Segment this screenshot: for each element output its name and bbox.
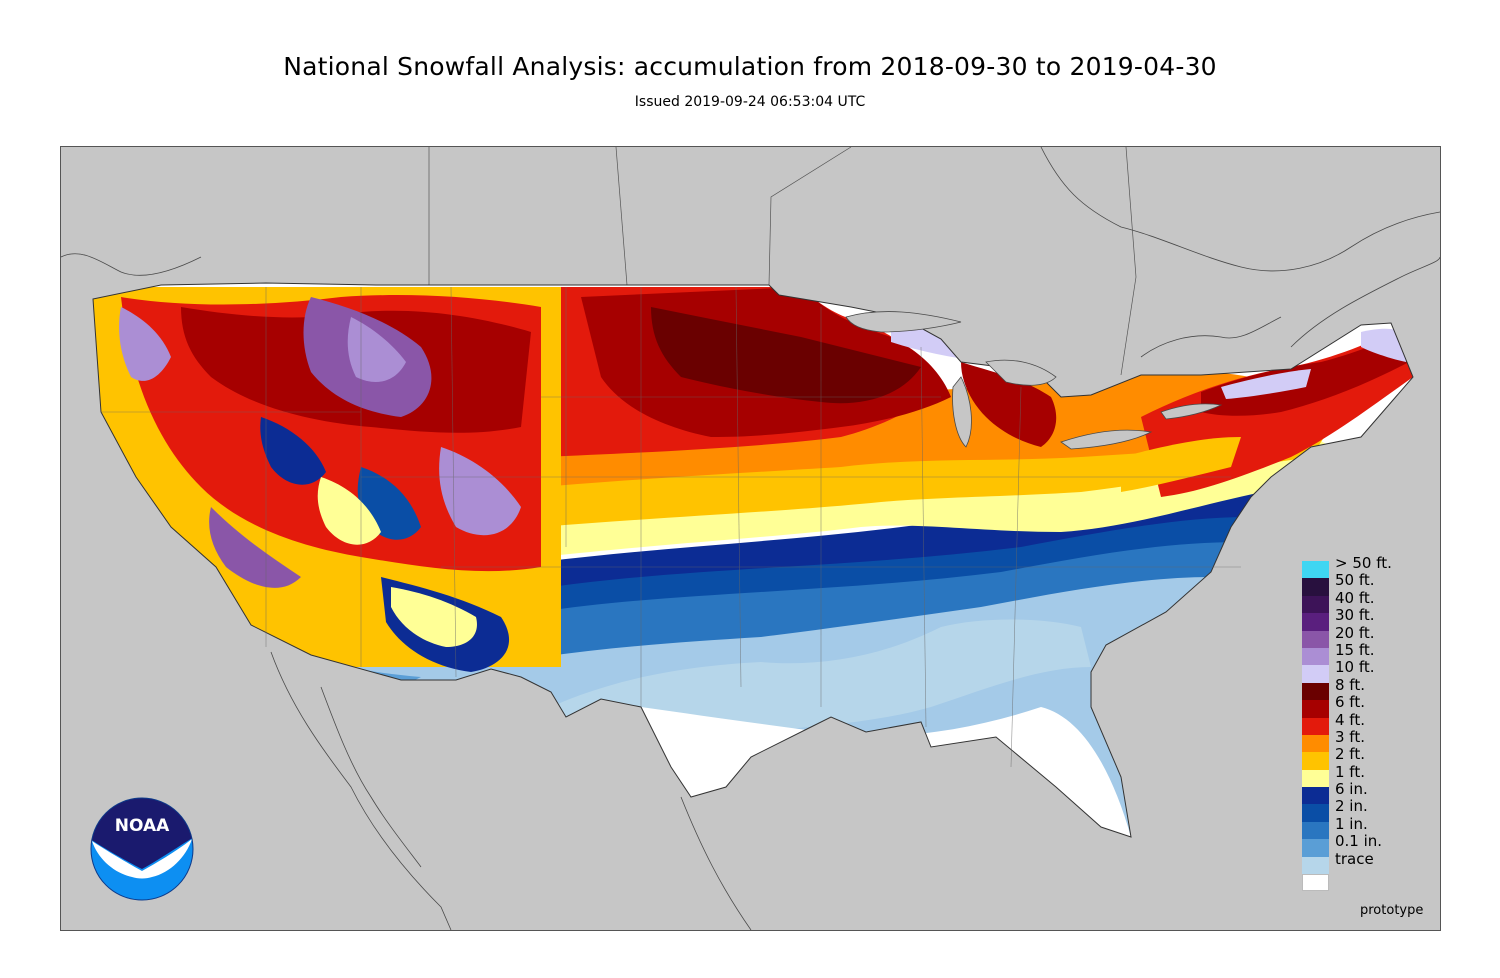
legend-label: 6 in. (1335, 780, 1368, 799)
legend-label: 1 ft. (1335, 762, 1365, 781)
legend-swatch (1302, 647, 1329, 666)
legend-swatch (1302, 595, 1329, 614)
legend-label: 20 ft. (1335, 623, 1375, 642)
noaa-logo-icon: NOAA (90, 797, 194, 905)
legend-swatch (1302, 613, 1329, 631)
map-title: National Snowfall Analysis: accumulation… (283, 52, 1217, 81)
map-canvas (61, 147, 1440, 930)
legend-label: 0.1 in. (1335, 832, 1383, 851)
coastlines (61, 147, 1440, 930)
legend-label: 6 ft. (1335, 693, 1365, 712)
legend-swatch (1302, 769, 1329, 788)
legend-swatch (1302, 734, 1329, 753)
legend-label: > 50 ft. (1335, 554, 1392, 572)
legend-label: 50 ft. (1335, 571, 1375, 590)
map-subtitle: Issued 2019-09-24 06:53:04 UTC (634, 94, 866, 110)
legend-swatch (1302, 856, 1329, 875)
legend-swatch (1302, 821, 1329, 840)
legend-label: 2 ft. (1335, 745, 1365, 764)
legend-label: 2 in. (1335, 797, 1368, 816)
legend-swatch (1302, 717, 1329, 735)
legend-swatch (1302, 804, 1329, 822)
legend-label: 15 ft. (1335, 640, 1375, 659)
legend-swatch (1302, 787, 1329, 805)
legend-swatch (1302, 665, 1329, 683)
legend-label: 30 ft. (1335, 606, 1375, 625)
legend-swatch (1302, 578, 1329, 596)
state-borders (101, 286, 1241, 768)
us-outline (92, 282, 1414, 838)
noaa-logo-text: NOAA (115, 816, 170, 836)
legend-swatch (1302, 561, 1329, 579)
prototype-label: prototype (1360, 903, 1424, 918)
legend-label: 10 ft. (1335, 658, 1375, 677)
legend-label: 4 ft. (1335, 710, 1365, 729)
legend-label: 40 ft. (1335, 588, 1375, 607)
legend-label: 8 ft. (1335, 675, 1365, 694)
great-lakes (845, 311, 1223, 450)
legend-label: 1 in. (1335, 814, 1368, 833)
country-borders (428, 147, 1137, 376)
legend-label: trace (1335, 849, 1374, 868)
us-snowfall-field (93, 283, 1413, 837)
legend-swatch (1302, 874, 1329, 892)
legend-swatch (1302, 682, 1329, 701)
snowfall-map (60, 146, 1441, 931)
legend-swatch (1302, 630, 1329, 648)
legend-swatch (1302, 700, 1329, 718)
legend-swatch (1302, 752, 1329, 770)
legend-swatch (1302, 839, 1329, 857)
legend-label: 3 ft. (1335, 727, 1365, 746)
